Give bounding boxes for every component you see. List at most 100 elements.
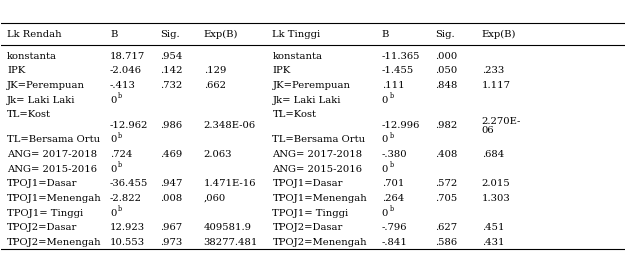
Text: TPOJ1=Menengah: TPOJ1=Menengah [7, 194, 101, 203]
Text: b: b [390, 205, 394, 213]
Text: -36.455: -36.455 [110, 180, 148, 188]
Text: -.413: -.413 [110, 81, 136, 90]
Text: -.380: -.380 [382, 150, 408, 159]
Text: .986: .986 [160, 121, 182, 130]
Text: TL=Bersama Ortu: TL=Bersama Ortu [272, 136, 366, 144]
Text: 10.553: 10.553 [110, 238, 145, 247]
Text: TPOJ2=Dasar: TPOJ2=Dasar [272, 224, 343, 232]
Text: IPK: IPK [272, 66, 290, 75]
Text: .572: .572 [435, 180, 457, 188]
Text: 2.348E-06: 2.348E-06 [203, 121, 256, 130]
Text: .451: .451 [481, 224, 504, 232]
Text: .684: .684 [481, 150, 504, 159]
Text: Sig.: Sig. [435, 29, 454, 39]
Text: Jk= Laki Laki: Jk= Laki Laki [7, 95, 76, 105]
Text: -2.822: -2.822 [110, 194, 142, 203]
Text: ANG= 2015-2016: ANG= 2015-2016 [272, 165, 362, 174]
Text: .967: .967 [160, 224, 182, 232]
Text: 1.117: 1.117 [481, 81, 511, 90]
Text: b: b [390, 132, 394, 140]
Text: B: B [382, 29, 389, 39]
Text: konstanta: konstanta [272, 51, 322, 61]
Text: .724: .724 [110, 150, 132, 159]
Text: ANG= 2015-2016: ANG= 2015-2016 [7, 165, 97, 174]
Text: .705: .705 [435, 194, 457, 203]
Text: -12.962: -12.962 [110, 121, 148, 130]
Text: konstanta: konstanta [7, 51, 57, 61]
Text: -.796: -.796 [382, 224, 407, 232]
Text: .982: .982 [435, 121, 457, 130]
Text: .732: .732 [160, 81, 182, 90]
Text: TPOJ2=Dasar: TPOJ2=Dasar [7, 224, 78, 232]
Text: 0: 0 [110, 95, 116, 105]
Text: .233: .233 [481, 66, 504, 75]
Text: Lk Rendah: Lk Rendah [7, 29, 61, 39]
Text: Exp(B): Exp(B) [481, 29, 516, 39]
Text: .627: .627 [435, 224, 457, 232]
Text: b: b [390, 92, 394, 100]
Text: -.841: -.841 [382, 238, 408, 247]
Text: .264: .264 [382, 194, 404, 203]
Text: .701: .701 [382, 180, 404, 188]
Text: TL=Kost: TL=Kost [272, 110, 316, 119]
Text: .111: .111 [382, 81, 404, 90]
Text: b: b [118, 161, 122, 169]
Text: TL=Kost: TL=Kost [7, 110, 51, 119]
Text: .973: .973 [160, 238, 182, 247]
Text: 38277.481: 38277.481 [203, 238, 258, 247]
Text: 12.923: 12.923 [110, 224, 145, 232]
Text: b: b [118, 92, 122, 100]
Text: 0: 0 [382, 136, 388, 144]
Text: b: b [118, 205, 122, 213]
Text: 18.717: 18.717 [110, 51, 145, 61]
Text: 2.015: 2.015 [481, 180, 510, 188]
Text: ,060: ,060 [203, 194, 226, 203]
Text: 2.270E-: 2.270E- [481, 117, 521, 125]
Text: .129: .129 [203, 66, 226, 75]
Text: 1.471E-16: 1.471E-16 [203, 180, 256, 188]
Text: Exp(B): Exp(B) [203, 29, 239, 39]
Text: .050: .050 [435, 66, 457, 75]
Text: JK=Perempuan: JK=Perempuan [7, 81, 85, 90]
Text: .000: .000 [435, 51, 457, 61]
Text: .008: .008 [160, 194, 182, 203]
Text: TPOJ1=Dasar: TPOJ1=Dasar [272, 180, 343, 188]
Text: .662: .662 [203, 81, 226, 90]
Text: -2.046: -2.046 [110, 66, 142, 75]
Text: 0: 0 [382, 165, 388, 174]
Text: TPOJ1= Tinggi: TPOJ1= Tinggi [7, 209, 83, 218]
Text: TPOJ2=Menengah: TPOJ2=Menengah [272, 238, 367, 247]
Text: .947: .947 [160, 180, 182, 188]
Text: ANG= 2017-2018: ANG= 2017-2018 [272, 150, 362, 159]
Text: -12.996: -12.996 [382, 121, 420, 130]
Text: 1.303: 1.303 [481, 194, 510, 203]
Text: TPOJ1=Menengah: TPOJ1=Menengah [272, 194, 367, 203]
Text: ANG= 2017-2018: ANG= 2017-2018 [7, 150, 97, 159]
Text: TL=Bersama Ortu: TL=Bersama Ortu [7, 136, 100, 144]
Text: -11.365: -11.365 [382, 51, 420, 61]
Text: IPK: IPK [7, 66, 25, 75]
Text: 06: 06 [481, 126, 495, 135]
Text: 0: 0 [110, 136, 116, 144]
Text: .848: .848 [435, 81, 457, 90]
Text: .586: .586 [435, 238, 457, 247]
Text: .469: .469 [160, 150, 182, 159]
Text: b: b [118, 132, 122, 140]
Text: TPOJ1=Dasar: TPOJ1=Dasar [7, 180, 78, 188]
Text: B: B [110, 29, 118, 39]
Text: 0: 0 [110, 165, 116, 174]
Text: TPOJ1= Tinggi: TPOJ1= Tinggi [272, 209, 349, 218]
Text: 0: 0 [110, 209, 116, 218]
Text: 0: 0 [382, 95, 388, 105]
Text: .142: .142 [160, 66, 182, 75]
Text: Lk Tinggi: Lk Tinggi [272, 29, 321, 39]
Text: .408: .408 [435, 150, 457, 159]
Text: 409581.9: 409581.9 [203, 224, 252, 232]
Text: b: b [390, 161, 394, 169]
Text: 2.063: 2.063 [203, 150, 232, 159]
Text: .954: .954 [160, 51, 182, 61]
Text: -1.455: -1.455 [382, 66, 414, 75]
Text: JK=Perempuan: JK=Perempuan [272, 81, 351, 90]
Text: Jk= Laki Laki: Jk= Laki Laki [272, 95, 341, 105]
Text: .431: .431 [481, 238, 504, 247]
